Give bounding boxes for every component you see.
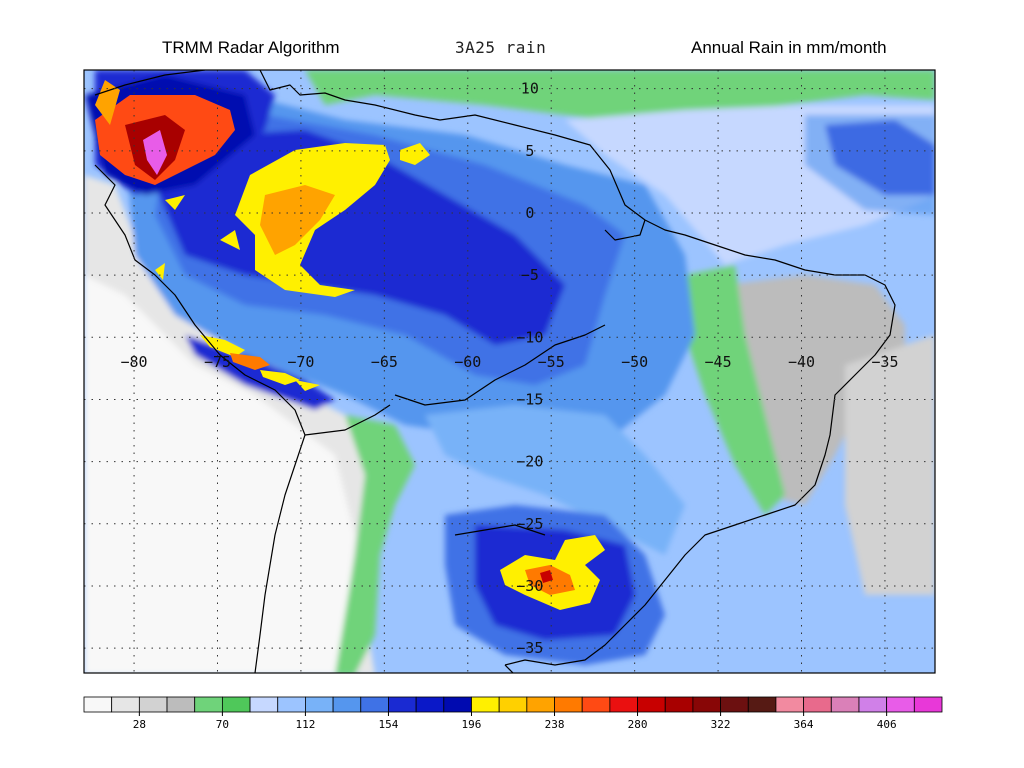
colorbar-swatch: [858, 696, 888, 713]
longitude-label: −40: [788, 353, 815, 371]
atlantic-gray: [845, 335, 935, 595]
east-ocean-mid-blue: [805, 115, 935, 215]
colorbar-swatch: [194, 696, 223, 713]
colorbar-swatch: [305, 696, 334, 713]
colorbar-swatch: [471, 696, 500, 713]
latitude-label: −25: [516, 515, 543, 533]
central-light-blue: [425, 405, 685, 555]
colorbar-tick-label: 406: [877, 718, 897, 731]
title-right: Annual Rain in mm/month: [691, 38, 887, 57]
andes-yellow-streak-1: [200, 335, 245, 357]
andes-yellow-fleck-3: [155, 263, 165, 280]
longitude-labels: −80 −75 −70 −65 −60 −55 −50 −45 −40 −35: [121, 353, 899, 371]
latitude-label: −30: [516, 577, 543, 595]
colorbar-swatch: [720, 696, 749, 713]
colorbar-swatch: [443, 696, 472, 713]
colorbar-tick-label: 112: [295, 718, 315, 731]
colorbar-swatch: [111, 696, 140, 713]
longitude-label: −65: [371, 353, 398, 371]
andes-yellow-fleck-1: [165, 195, 185, 210]
longitude-label: −80: [121, 353, 148, 371]
colorbar-tick-label: 154: [379, 718, 399, 731]
colorbar-swatch: [609, 696, 638, 713]
northeast-green: [685, 265, 785, 515]
longitude-label: −45: [705, 353, 732, 371]
latitude-label: −20: [516, 453, 543, 471]
graticule: [84, 70, 935, 673]
colorbar-swatch: [637, 696, 666, 713]
longitude-label: −50: [621, 353, 648, 371]
colombia-orange-band: [95, 80, 120, 125]
longitude-label: −55: [538, 353, 565, 371]
desert-region: [84, 275, 355, 673]
colorbar-swatch: [166, 696, 196, 713]
colorbar-swatch: [221, 696, 251, 713]
colorbar-swatch: [415, 696, 445, 713]
map-frame: [83, 69, 936, 674]
latitude-label: 5: [525, 142, 534, 160]
colorbar-tick-label: 322: [711, 718, 731, 731]
longitude-label: −70: [287, 353, 314, 371]
colorbar-tick-label: 28: [133, 718, 146, 731]
colorbar-tick-label: 70: [216, 718, 229, 731]
latitude-label: 0: [525, 204, 534, 222]
colorbar: 28 70 112 154 196 238 280 322 364 406: [83, 696, 943, 731]
title-center: 3A25 rain: [455, 38, 547, 57]
title-left: TRMM Radar Algorithm: [162, 38, 340, 57]
colorbar-swatch: [775, 696, 805, 713]
colorbar-swatch: [747, 696, 777, 713]
colorbar-swatch: [581, 696, 611, 713]
colorbar-swatch: [664, 696, 694, 713]
colorbar-tick-label: 280: [628, 718, 648, 731]
andes-rain-band: [185, 335, 335, 410]
colorbar-swatch: [886, 696, 915, 713]
longitude-label: −35: [871, 353, 898, 371]
colorbar-swatches: [83, 696, 943, 713]
colorbar-tick-label: 238: [545, 718, 565, 731]
north-green-band: [305, 70, 935, 125]
latitude-label: −10: [516, 328, 543, 346]
colorbar-swatch: [360, 696, 389, 713]
colorbar-swatch: [498, 696, 528, 713]
colorbar-swatch: [138, 696, 168, 713]
latitude-label: −15: [516, 390, 543, 408]
andes-yellow-streak-3: [295, 380, 320, 391]
latitude-label: 10: [521, 80, 539, 98]
colorbar-swatch: [830, 696, 860, 713]
colorbar-swatch: [249, 696, 279, 713]
colorbar-swatch: [388, 696, 417, 713]
colorbar-tick-label: 196: [462, 718, 482, 731]
colorbar-swatch: [554, 696, 583, 713]
colorbar-labels: 28 70 112 154 196 238 280 322 364 406: [133, 718, 897, 731]
colorbar-swatch: [83, 696, 113, 713]
amazon-yellow-small: [400, 143, 430, 165]
colorbar-swatch: [803, 696, 832, 713]
andes-yellow-streak-2: [260, 370, 300, 385]
colorbar-swatch: [526, 696, 555, 713]
latitude-labels: 10 5 0 −5 −10 −15 −20 −25 −30 −35: [516, 80, 543, 657]
colorbar-tick-label: 364: [794, 718, 814, 731]
colorbar-swatch: [692, 696, 721, 713]
south-red-core: [540, 570, 553, 583]
figure: TRMM Radar Algorithm 3A25 rain Annual Ra…: [45, 35, 982, 739]
andes-green: [335, 415, 415, 673]
colorbar-swatch: [332, 696, 362, 713]
andes-orange-streak: [230, 353, 270, 370]
latitude-label: −35: [516, 639, 543, 657]
colorbar-swatch: [277, 696, 306, 713]
longitude-label: −75: [204, 353, 231, 371]
andes-yellow-fleck-2: [220, 230, 240, 250]
amazon-orange-core: [260, 185, 335, 255]
precipitation-map: −80 −75 −70 −65 −60 −55 −50 −45 −40 −35 10 5 0 −5 −10…: [83, 69, 936, 674]
colorbar-ticks: [138, 712, 888, 716]
longitude-label: −60: [454, 353, 481, 371]
latitude-label: −5: [521, 266, 539, 284]
colombia-pink-core: [143, 130, 167, 175]
colorbar-swatch: [913, 696, 943, 713]
